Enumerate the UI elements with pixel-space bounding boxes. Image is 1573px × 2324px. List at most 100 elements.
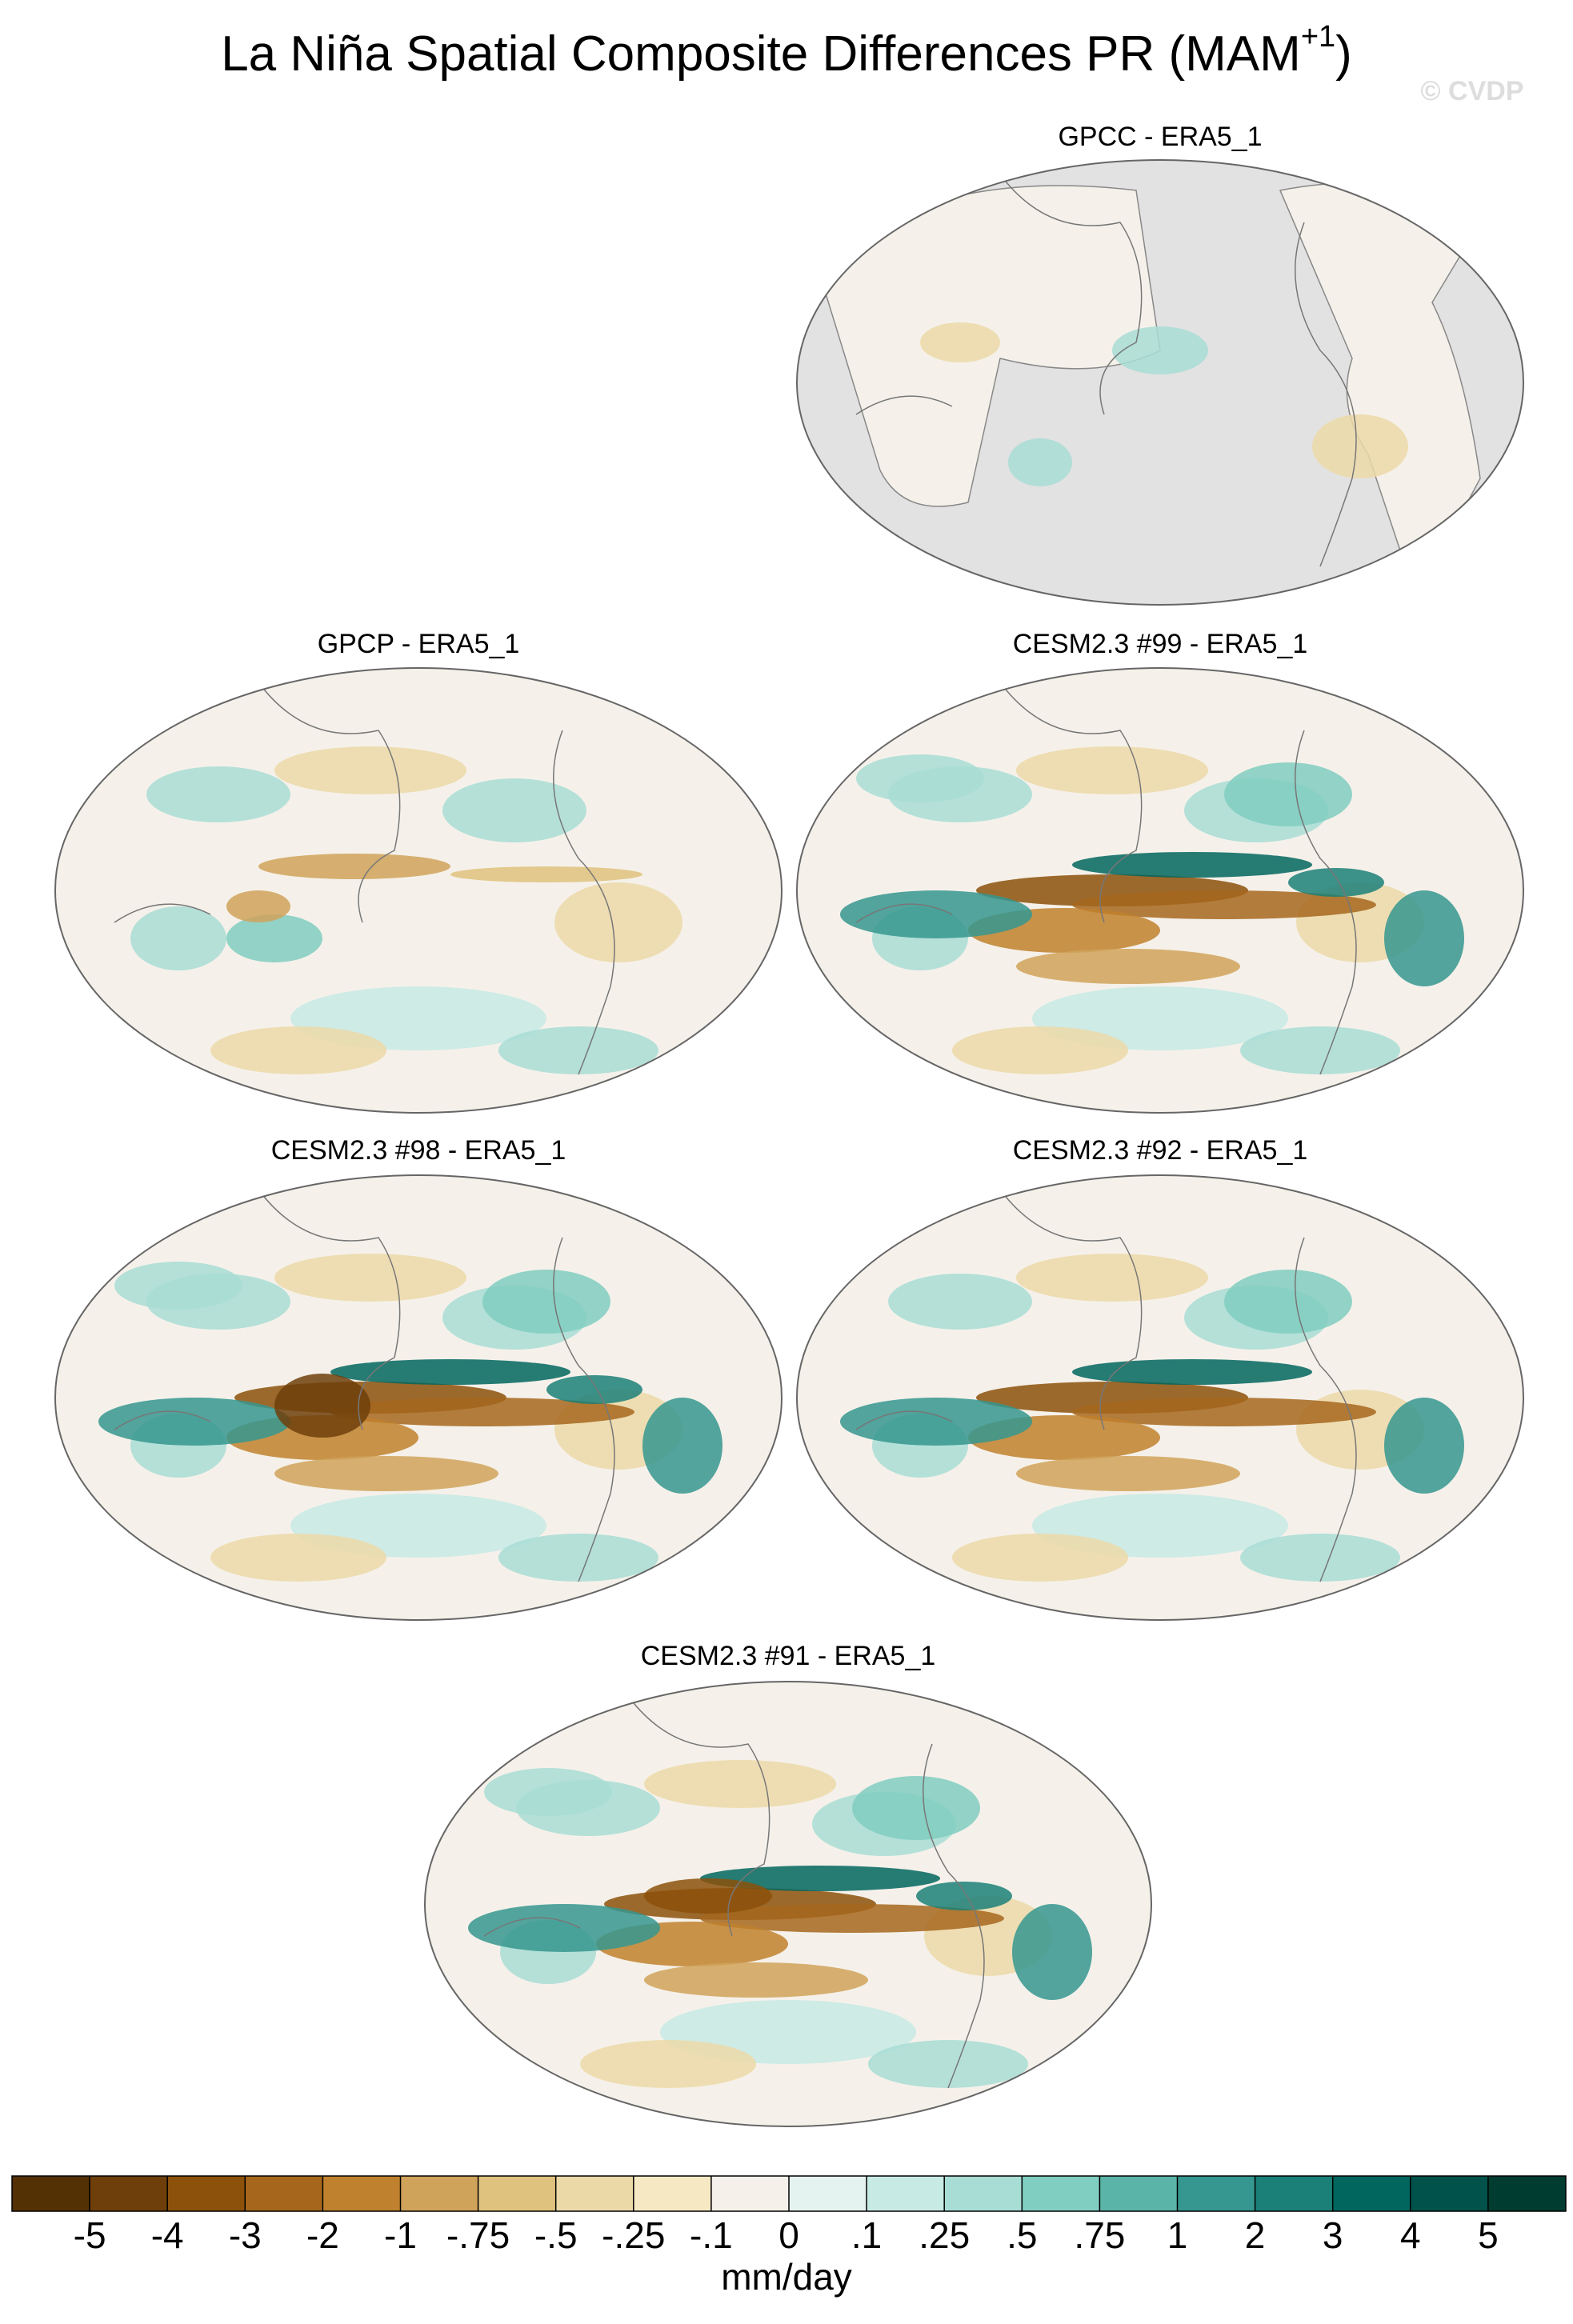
anomaly-region	[1072, 890, 1376, 919]
anomaly-region	[330, 1398, 634, 1426]
panel-title: GPCP - ERA5_1	[318, 629, 520, 659]
coastline	[483, 1695, 985, 2089]
anomaly-region	[1224, 762, 1352, 826]
colorbar-tick-label: 5	[1478, 2214, 1499, 2256]
colorbar-swatch	[12, 2176, 90, 2211]
anomaly-region	[130, 906, 226, 970]
anomaly-region	[1384, 890, 1464, 986]
colorbar-tick-label: -.25	[602, 2214, 665, 2256]
colorbar-tick-label: .5	[1007, 2214, 1037, 2256]
colorbar-swatch	[400, 2176, 479, 2211]
colorbar-swatch	[944, 2176, 1023, 2211]
anomaly-region	[114, 1262, 242, 1310]
colorbar-swatch	[789, 2176, 867, 2211]
anomaly-region	[642, 1398, 722, 1494]
colorbar-tick-label: 1	[1167, 2214, 1188, 2256]
colorbar-swatch	[245, 2176, 323, 2211]
anomaly-region	[450, 866, 642, 882]
colorbar-swatch	[867, 2176, 945, 2211]
anomaly-region	[1240, 1534, 1400, 1582]
colorbar-tick-label: 2	[1245, 2214, 1266, 2256]
title-superscript: +1	[1301, 20, 1335, 54]
colorbar-swatch	[1022, 2176, 1100, 2211]
colorbar-tick-label: 0	[778, 2214, 799, 2256]
colorbar-tick-label: -4	[151, 2214, 184, 2256]
map-border	[54, 1174, 782, 1621]
anomaly-region	[644, 1760, 836, 1808]
map-border	[796, 159, 1524, 606]
anomaly-region	[498, 1026, 658, 1074]
colorbar-tick-label: -.5	[534, 2214, 578, 2256]
panel-title: GPCC - ERA5_1	[1058, 122, 1262, 152]
anomaly-region	[1016, 746, 1208, 794]
anomaly-region	[210, 1534, 386, 1582]
colorbar-tick-label: -1	[384, 2214, 417, 2256]
colorbar-swatch	[90, 2176, 168, 2211]
anomaly-region	[1384, 1398, 1464, 1494]
map	[55, 668, 782, 1113]
anomaly-region	[1012, 1904, 1092, 2000]
title-main: La Niña Spatial Composite Differences PR…	[221, 26, 1301, 82]
anomaly-region	[258, 854, 450, 879]
colorbar-swatch	[1177, 2176, 1256, 2211]
coastline	[855, 682, 1357, 1075]
colorbar-tick-label: -.75	[446, 2214, 510, 2256]
anomaly-region	[226, 914, 322, 962]
colorbar-label: mm/day	[721, 2256, 852, 2298]
anomaly-region	[1240, 1026, 1400, 1074]
anomaly-region	[840, 1398, 1032, 1446]
map	[797, 160, 1523, 605]
anomaly-region	[1072, 852, 1312, 878]
anomaly-region	[1016, 949, 1240, 984]
anomaly-region	[554, 882, 682, 962]
colorbar-tick-label: .75	[1074, 2214, 1125, 2256]
anomaly-region	[210, 1026, 386, 1074]
watermark: © CVDP	[1421, 76, 1524, 106]
colorbar-swatch	[1410, 2176, 1489, 2211]
anomaly-region	[852, 1776, 980, 1840]
colorbar-swatch	[1487, 2176, 1567, 2211]
anomaly-region	[840, 890, 1032, 938]
anomaly-region	[644, 1962, 868, 1998]
coastline	[114, 682, 615, 1075]
anomaly-region	[644, 1878, 772, 1914]
colorbar-swatch	[167, 2176, 246, 2211]
coastline	[114, 1189, 615, 1582]
anomaly-region	[274, 1254, 466, 1302]
figure-title: La Niña Spatial Composite Differences PR…	[221, 20, 1352, 82]
anomaly-region	[442, 778, 586, 842]
anomaly-region	[916, 1882, 1012, 1910]
colorbar-swatch	[710, 2176, 790, 2211]
anomaly-region	[1072, 1359, 1312, 1385]
anomaly-region	[888, 1274, 1032, 1330]
colorbar-swatch	[555, 2176, 634, 2211]
colorbar-tick-label: -5	[74, 2214, 106, 2256]
colorbar-tick-label: -.1	[690, 2214, 733, 2256]
anomaly-region	[1312, 414, 1408, 478]
colorbar-swatch	[1332, 2176, 1411, 2211]
map-border	[796, 667, 1524, 1114]
colorbar-tick-label: 4	[1400, 2214, 1421, 2256]
colorbar-swatch	[1099, 2176, 1178, 2211]
anomaly-region	[920, 322, 1000, 362]
anomaly-region	[468, 1904, 660, 1952]
anomaly-region	[1008, 438, 1072, 486]
map-border	[54, 667, 782, 1114]
anomaly-region	[1224, 1270, 1352, 1334]
anomaly-region	[952, 1026, 1128, 1074]
anomaly-region	[700, 1904, 1004, 1933]
anomaly-region	[226, 890, 290, 922]
anomaly-region	[1288, 868, 1384, 897]
panel-title: CESM2.3 #98 - ERA5_1	[271, 1135, 566, 1166]
anomaly-region	[146, 766, 290, 822]
colorbar-tick-label: .1	[851, 2214, 882, 2256]
colorbar-swatch	[633, 2176, 712, 2211]
map	[55, 1175, 782, 1620]
map-border	[424, 1681, 1152, 2127]
anomaly-region	[1016, 1254, 1208, 1302]
map	[797, 668, 1523, 1113]
colorbar-tick-label: -3	[229, 2214, 262, 2256]
map	[425, 1682, 1151, 2126]
anomaly-region	[98, 1398, 290, 1446]
